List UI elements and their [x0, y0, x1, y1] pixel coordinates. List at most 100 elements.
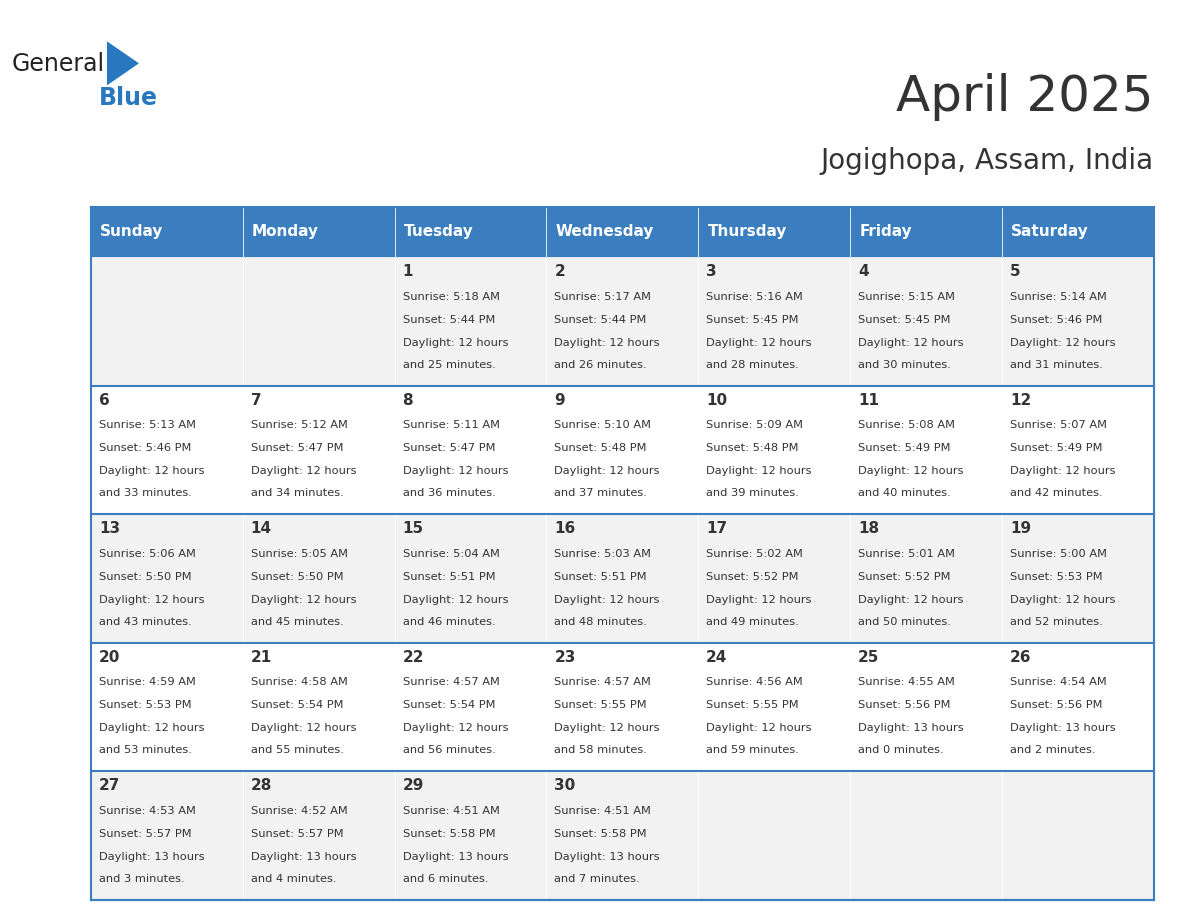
Text: 2: 2: [555, 264, 565, 279]
FancyBboxPatch shape: [91, 207, 242, 257]
Text: Sunrise: 4:58 AM: Sunrise: 4:58 AM: [251, 677, 348, 688]
Text: Friday: Friday: [859, 224, 912, 240]
Text: and 7 minutes.: and 7 minutes.: [555, 874, 640, 884]
FancyBboxPatch shape: [699, 514, 851, 643]
Text: 21: 21: [251, 650, 272, 665]
Text: and 49 minutes.: and 49 minutes.: [706, 617, 800, 627]
Text: Sunrise: 4:53 AM: Sunrise: 4:53 AM: [99, 806, 196, 816]
Text: General: General: [12, 52, 105, 76]
Text: Daylight: 12 hours: Daylight: 12 hours: [99, 466, 204, 476]
FancyBboxPatch shape: [242, 643, 394, 771]
Text: 29: 29: [403, 778, 424, 793]
FancyBboxPatch shape: [242, 207, 394, 257]
Text: Daylight: 12 hours: Daylight: 12 hours: [403, 595, 508, 605]
Text: Sunset: 5:57 PM: Sunset: 5:57 PM: [99, 829, 191, 839]
Text: Sunrise: 4:51 AM: Sunrise: 4:51 AM: [555, 806, 651, 816]
Text: Daylight: 12 hours: Daylight: 12 hours: [555, 595, 659, 605]
Text: 20: 20: [99, 650, 120, 665]
Text: 6: 6: [99, 393, 109, 408]
Text: Sunrise: 5:00 AM: Sunrise: 5:00 AM: [1010, 549, 1107, 559]
FancyBboxPatch shape: [1001, 771, 1154, 900]
Text: Sunset: 5:45 PM: Sunset: 5:45 PM: [858, 315, 950, 325]
Text: Sunset: 5:44 PM: Sunset: 5:44 PM: [555, 315, 646, 325]
Text: 10: 10: [706, 393, 727, 408]
Text: 9: 9: [555, 393, 565, 408]
Text: Daylight: 12 hours: Daylight: 12 hours: [99, 595, 204, 605]
Text: Sunrise: 4:54 AM: Sunrise: 4:54 AM: [1010, 677, 1107, 688]
Text: 25: 25: [858, 650, 879, 665]
FancyBboxPatch shape: [546, 514, 699, 643]
Text: Daylight: 13 hours: Daylight: 13 hours: [858, 723, 963, 733]
Text: Sunset: 5:53 PM: Sunset: 5:53 PM: [1010, 572, 1102, 582]
FancyBboxPatch shape: [699, 771, 851, 900]
Text: Daylight: 12 hours: Daylight: 12 hours: [858, 466, 963, 476]
FancyBboxPatch shape: [851, 514, 1001, 643]
Text: Sunrise: 4:57 AM: Sunrise: 4:57 AM: [555, 677, 651, 688]
FancyBboxPatch shape: [394, 514, 546, 643]
Text: Sunset: 5:46 PM: Sunset: 5:46 PM: [1010, 315, 1102, 325]
FancyBboxPatch shape: [699, 257, 851, 386]
FancyBboxPatch shape: [851, 643, 1001, 771]
Text: and 50 minutes.: and 50 minutes.: [858, 617, 950, 627]
FancyBboxPatch shape: [1001, 207, 1154, 257]
Text: and 30 minutes.: and 30 minutes.: [858, 360, 950, 370]
Text: Daylight: 13 hours: Daylight: 13 hours: [403, 852, 508, 862]
FancyBboxPatch shape: [546, 386, 699, 514]
Text: Sunrise: 5:13 AM: Sunrise: 5:13 AM: [99, 420, 196, 431]
FancyBboxPatch shape: [394, 643, 546, 771]
FancyBboxPatch shape: [394, 386, 546, 514]
Text: Sunset: 5:47 PM: Sunset: 5:47 PM: [251, 443, 343, 453]
Text: 30: 30: [555, 778, 576, 793]
Text: Sunrise: 5:09 AM: Sunrise: 5:09 AM: [706, 420, 803, 431]
FancyBboxPatch shape: [546, 207, 699, 257]
Text: 11: 11: [858, 393, 879, 408]
Text: Sunset: 5:52 PM: Sunset: 5:52 PM: [706, 572, 798, 582]
Text: Daylight: 12 hours: Daylight: 12 hours: [706, 595, 811, 605]
Text: Jogighopa, Assam, India: Jogighopa, Assam, India: [821, 147, 1154, 175]
FancyBboxPatch shape: [546, 643, 699, 771]
Text: Sunrise: 4:55 AM: Sunrise: 4:55 AM: [858, 677, 955, 688]
Text: and 33 minutes.: and 33 minutes.: [99, 488, 191, 498]
Text: Sunrise: 5:06 AM: Sunrise: 5:06 AM: [99, 549, 196, 559]
Text: 27: 27: [99, 778, 120, 793]
Text: Sunrise: 5:14 AM: Sunrise: 5:14 AM: [1010, 292, 1107, 302]
Text: Sunset: 5:53 PM: Sunset: 5:53 PM: [99, 700, 191, 711]
FancyBboxPatch shape: [546, 257, 699, 386]
FancyBboxPatch shape: [242, 771, 394, 900]
Text: Daylight: 12 hours: Daylight: 12 hours: [555, 723, 659, 733]
Text: Daylight: 12 hours: Daylight: 12 hours: [706, 723, 811, 733]
Text: 1: 1: [403, 264, 413, 279]
Text: Sunset: 5:49 PM: Sunset: 5:49 PM: [1010, 443, 1102, 453]
Text: Sunset: 5:57 PM: Sunset: 5:57 PM: [251, 829, 343, 839]
Text: Sunrise: 5:15 AM: Sunrise: 5:15 AM: [858, 292, 955, 302]
FancyBboxPatch shape: [91, 257, 242, 386]
Text: 12: 12: [1010, 393, 1031, 408]
Text: Sunset: 5:51 PM: Sunset: 5:51 PM: [555, 572, 647, 582]
Text: and 52 minutes.: and 52 minutes.: [1010, 617, 1102, 627]
Text: Daylight: 12 hours: Daylight: 12 hours: [858, 595, 963, 605]
Text: and 59 minutes.: and 59 minutes.: [706, 745, 800, 756]
Text: Sunset: 5:48 PM: Sunset: 5:48 PM: [706, 443, 798, 453]
FancyBboxPatch shape: [546, 771, 699, 900]
FancyBboxPatch shape: [851, 257, 1001, 386]
Text: 7: 7: [251, 393, 261, 408]
FancyBboxPatch shape: [699, 643, 851, 771]
Text: Sunrise: 5:16 AM: Sunrise: 5:16 AM: [706, 292, 803, 302]
Text: 5: 5: [1010, 264, 1020, 279]
Text: Monday: Monday: [252, 224, 318, 240]
FancyBboxPatch shape: [851, 386, 1001, 514]
FancyBboxPatch shape: [394, 207, 546, 257]
Text: Sunset: 5:55 PM: Sunset: 5:55 PM: [706, 700, 798, 711]
FancyBboxPatch shape: [1001, 514, 1154, 643]
Text: and 40 minutes.: and 40 minutes.: [858, 488, 950, 498]
Text: Sunset: 5:56 PM: Sunset: 5:56 PM: [1010, 700, 1102, 711]
Text: Sunrise: 5:12 AM: Sunrise: 5:12 AM: [251, 420, 348, 431]
Text: 13: 13: [99, 521, 120, 536]
Text: and 58 minutes.: and 58 minutes.: [555, 745, 647, 756]
FancyBboxPatch shape: [91, 514, 242, 643]
FancyBboxPatch shape: [242, 386, 394, 514]
Text: 22: 22: [403, 650, 424, 665]
Text: Sunrise: 4:52 AM: Sunrise: 4:52 AM: [251, 806, 348, 816]
Text: 26: 26: [1010, 650, 1031, 665]
Text: 3: 3: [706, 264, 716, 279]
